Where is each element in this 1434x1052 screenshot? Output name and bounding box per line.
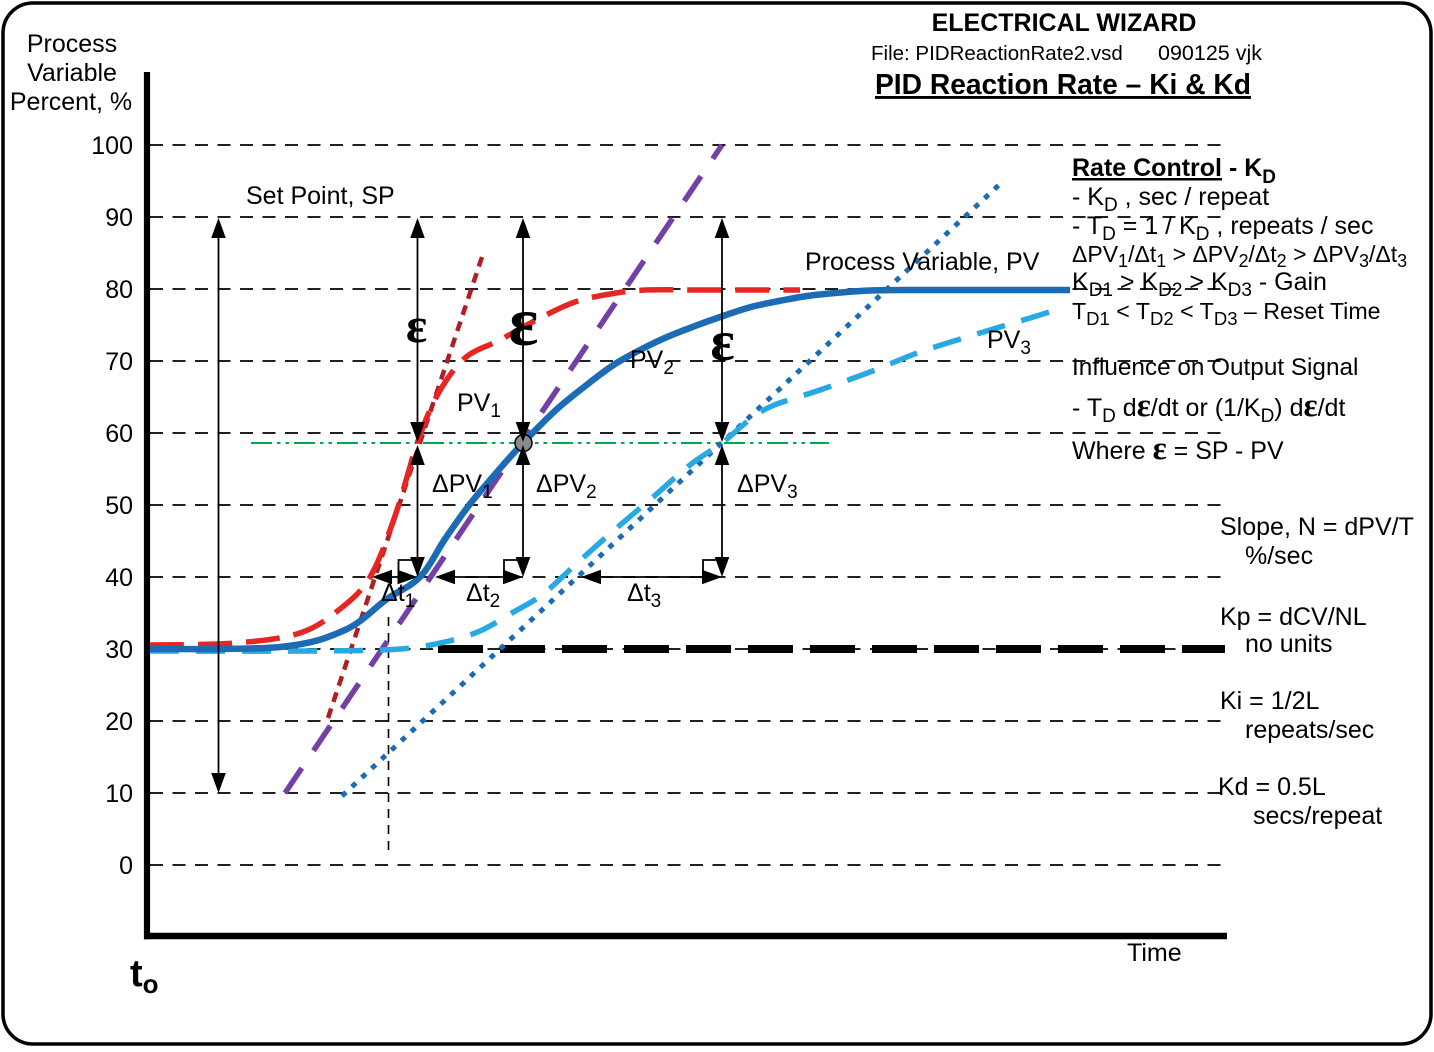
svg-text:70: 70: [105, 348, 133, 376]
svg-text:no units: no units: [1245, 630, 1333, 658]
svg-text:Variable: Variable: [27, 59, 117, 87]
svg-text:Kp = dCV/NL: Kp = dCV/NL: [1220, 603, 1367, 631]
svg-text:File: PIDReactionRate2.vsd: File: PIDReactionRate2.vsd: [871, 42, 1123, 65]
svg-text:20: 20: [105, 708, 133, 736]
svg-text:PID Reaction Rate – Ki & Kd: PID Reaction Rate – Ki & Kd: [875, 69, 1251, 101]
svg-text:30: 30: [105, 636, 133, 664]
svg-text:90: 90: [105, 204, 133, 232]
svg-text:100: 100: [91, 132, 133, 160]
svg-text:- TD​ = 1 / KD​ , repeats / se: - TD​ = 1 / KD​ , repeats / sec: [1072, 212, 1373, 245]
svg-text:50: 50: [105, 492, 133, 520]
svg-text:Set Point, SP: Set Point, SP: [246, 182, 395, 210]
svg-text:090125 vjk: 090125 vjk: [1158, 41, 1262, 65]
svg-text:%/sec: %/sec: [1245, 542, 1313, 570]
svg-text:40: 40: [105, 564, 133, 592]
svg-text:Percent, %: Percent, %: [10, 88, 132, 116]
svg-text:Where ε = SP - PV: Where ε = SP - PV: [1072, 431, 1284, 467]
svg-text:Slope, N = dPV/T: Slope, N = dPV/T: [1220, 513, 1414, 541]
svg-text:Process: Process: [27, 30, 117, 58]
svg-text:Kd = 0.5L: Kd = 0.5L: [1218, 773, 1326, 801]
svg-text:80: 80: [105, 276, 133, 304]
svg-text:Ki = 1/2L: Ki = 1/2L: [1220, 687, 1319, 715]
svg-text:ELECTRICAL WIZARD: ELECTRICAL WIZARD: [932, 9, 1197, 37]
svg-text:ε: ε: [406, 297, 427, 353]
svg-text:0: 0: [119, 852, 133, 880]
svg-text:Time: Time: [1127, 939, 1182, 967]
svg-text:10: 10: [105, 780, 133, 808]
svg-text:secs/repeat: secs/repeat: [1253, 802, 1382, 830]
svg-text:60: 60: [105, 420, 133, 448]
svg-text:KD1​ > KD2​ > KD3​ - Gain: KD1​ > KD2​ > KD3​ - Gain: [1072, 268, 1327, 301]
svg-text:ε: ε: [509, 284, 539, 361]
svg-text:ε: ε: [710, 310, 734, 373]
svg-text:ΔPV2​: ΔPV2​: [536, 470, 597, 503]
svg-text:repeats/sec: repeats/sec: [1245, 716, 1374, 744]
svg-text:Process Variable, PV: Process Variable, PV: [805, 248, 1040, 276]
svg-text:- TD​ dε/dt or (1/KD​) dε/dt: - TD​ dε/dt or (1/KD​) dε/dt: [1072, 388, 1345, 427]
svg-text:Influence on Output Signal: Influence on Output Signal: [1072, 354, 1358, 381]
svg-text:PV1​: PV1​: [457, 389, 501, 422]
